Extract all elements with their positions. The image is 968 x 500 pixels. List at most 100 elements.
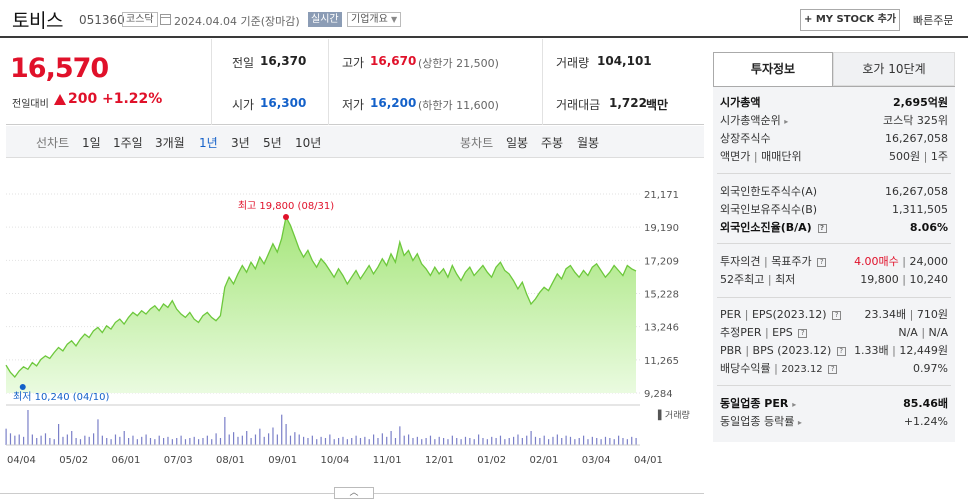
y-tick-label: 15,228 (644, 290, 679, 301)
collapse-chart-button[interactable]: ︿ (334, 487, 374, 499)
chart-period-tabs: 선차트 1일 1주일 3개월 1년 3년 5년 10년 봉차트 일봉 주봉 월봉 (6, 126, 704, 158)
chevron-right-icon[interactable]: ▸ (797, 418, 802, 427)
tab-weekly[interactable]: 주봉 (541, 136, 564, 150)
volume-bar (215, 433, 217, 445)
est-eps-value: N/A (928, 326, 948, 339)
volume-bar (591, 436, 593, 445)
plus-icon: + (803, 14, 813, 25)
volume-bar (44, 433, 47, 445)
volume-bar (324, 438, 327, 445)
volume-bar (254, 434, 257, 445)
tab-3month[interactable]: 3개월 (155, 136, 185, 150)
volume-bar (110, 439, 112, 445)
divider (717, 173, 951, 174)
week52-high-label: 52주최고 (720, 273, 765, 286)
volume-bar (58, 424, 60, 445)
volume-bar (62, 436, 64, 445)
add-mystock-button[interactable]: + MY STOCK 추가 (800, 9, 900, 31)
quick-order-link[interactable]: 빠른주문 (913, 14, 954, 27)
company-info-dropdown[interactable]: 기업개요 ▼ (347, 12, 402, 27)
tab-1week[interactable]: 1주일 (113, 136, 143, 150)
chevron-right-icon[interactable]: ▸ (784, 117, 789, 126)
volume-bar (438, 436, 440, 445)
volume-bar (447, 439, 449, 445)
week52-low-value: 10,240 (909, 273, 949, 286)
volume-bar (408, 434, 410, 445)
volume-bar (460, 439, 462, 445)
volume-bar (504, 439, 506, 445)
volume-bar (478, 434, 480, 445)
invest-info-panel: 투자정보 호가 10단계 시가총액 2,695억원 시가총액순위 ▸ 코스닥 3… (713, 52, 955, 442)
x-tick-label: 06/01 (112, 455, 141, 466)
tab-invest-info[interactable]: 투자정보 (713, 52, 833, 86)
volume-bar (303, 436, 305, 445)
volume-bar (49, 438, 51, 445)
current-price: 16,570 (10, 53, 109, 84)
help-icon[interactable]: ? (832, 311, 842, 320)
volume-bar (604, 436, 607, 445)
tab-1year[interactable]: 1년 (199, 136, 218, 150)
tab-10year[interactable]: 10년 (295, 136, 322, 150)
x-tick-label: 11/01 (373, 455, 402, 466)
help-icon[interactable]: ? (836, 347, 846, 356)
volume-bar (228, 434, 230, 445)
volume-bar (106, 438, 108, 445)
price-chart: 21,171 19,190 17,209 15,228 13,246 11,265 9,28… (0, 160, 704, 490)
volume-bar (464, 436, 467, 445)
volume-bar (154, 439, 156, 445)
info-row: 외국인보유주식수(B) 1,311,505 (720, 201, 948, 219)
volume-bar (412, 438, 414, 445)
prev-value: 16,370 (260, 54, 307, 68)
volume-bar (281, 414, 283, 445)
y-tick-label: 13,246 (644, 323, 679, 334)
tab-1day[interactable]: 1일 (82, 136, 101, 150)
volume-bar (276, 434, 278, 445)
volume-bar (93, 433, 95, 445)
info-row: 52주최고 | 최저 19,800 | 10,240 (720, 273, 949, 286)
dividend-date: 2023.12 (781, 364, 823, 375)
volume-bar (176, 438, 178, 445)
volume-bar (469, 438, 471, 445)
realtime-badge[interactable]: 실시간 (308, 12, 342, 27)
volume-bar (473, 439, 475, 445)
volume-bar (456, 438, 458, 445)
stock-name: 토비스 (12, 10, 63, 32)
volume-bar (403, 435, 405, 445)
x-tick-label: 01/02 (477, 455, 506, 466)
volume-bar (368, 439, 370, 445)
tab-monthly[interactable]: 월봉 (577, 136, 600, 150)
amount-value: 1,722 (609, 96, 647, 110)
eps-label: EPS(2023.12) (751, 308, 827, 321)
tab-5year[interactable]: 5년 (263, 136, 282, 150)
volume-bar (250, 438, 252, 445)
market-badge: 코스닥 (122, 12, 158, 27)
volume-bar (128, 438, 130, 445)
volume-bar (189, 438, 191, 445)
opinion-value: 4.00매수 (854, 255, 899, 268)
help-icon[interactable]: ? (798, 329, 808, 338)
listed-shares-label: 상장주식수 (720, 132, 771, 145)
volume-label: 거래량 (556, 56, 590, 70)
dividend-value: 0.97% (913, 362, 948, 375)
volume-bar (429, 435, 432, 445)
help-icon[interactable]: ? (817, 224, 827, 233)
price-line (5, 215, 637, 379)
chevron-right-icon[interactable]: ▸ (792, 400, 797, 409)
target-price-value: 24,000 (909, 255, 949, 268)
help-icon[interactable]: ? (828, 365, 838, 374)
tab-3year[interactable]: 3년 (231, 136, 250, 150)
foreign-hold-value: 1,311,505 (892, 203, 948, 216)
volume-bar (596, 438, 598, 445)
tab-daily[interactable]: 일봉 (506, 136, 529, 150)
info-row: 시가총액순위 ▸ 코스닥 325위 (720, 112, 948, 130)
help-icon[interactable]: ? (817, 258, 827, 267)
volume-bar (259, 428, 261, 445)
invest-info-body: 시가총액 2,695억원 시가총액순위 ▸ 코스닥 325위 상장주식수 16,… (713, 86, 955, 442)
volume-legend: ▌거래량 (657, 409, 690, 421)
info-row: 투자의견 | 목표주가 ? 4.00매수 | 24,000 (720, 255, 949, 268)
volume-bar (508, 438, 510, 445)
divider (717, 385, 951, 386)
tab-orderbook[interactable]: 호가 10단계 (833, 52, 955, 86)
x-tick-label: 09/01 (268, 455, 297, 466)
x-tick-label: 08/01 (216, 455, 245, 466)
